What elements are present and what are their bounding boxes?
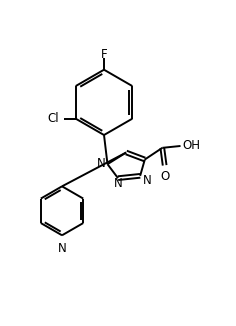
Text: OH: OH [182, 140, 200, 153]
Text: N: N [58, 242, 66, 255]
Text: N: N [143, 173, 152, 186]
Text: F: F [101, 48, 107, 61]
Text: O: O [160, 170, 169, 184]
Text: Cl: Cl [47, 112, 59, 125]
Text: N: N [97, 157, 105, 170]
Text: N: N [114, 177, 123, 190]
